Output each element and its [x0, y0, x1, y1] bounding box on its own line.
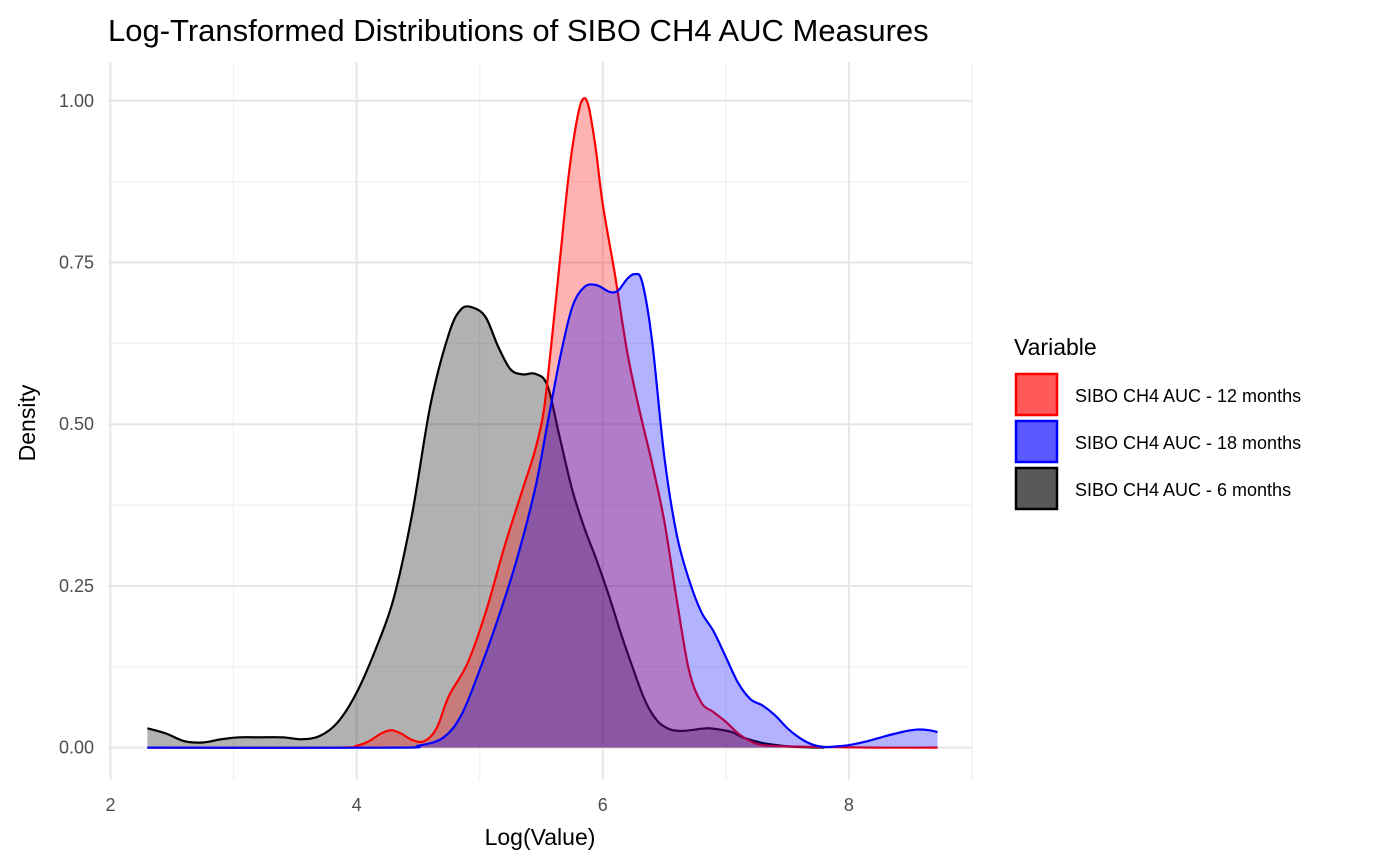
- density-line-sibo-ch4-auc-6-months: [147, 305, 825, 749]
- y-tick-label: 0.50: [59, 414, 94, 434]
- y-tick-label: 1.00: [59, 91, 94, 111]
- y-tick-label: 0.75: [59, 253, 94, 273]
- x-axis-title: Log(Value): [485, 824, 596, 850]
- density-area-sibo-ch4-auc-6-months: [147, 306, 825, 748]
- legend-label-sibo-ch4-auc-12-months: SIBO CH4 AUC - 12 months: [1075, 386, 1301, 406]
- y-tick-label: 0.25: [59, 576, 94, 596]
- x-axis-ticks: 2 4 6 8: [105, 795, 853, 815]
- legend-title: Variable: [1014, 334, 1097, 360]
- y-axis-ticks: 0.00 0.25 0.50 0.75 1.00: [59, 91, 94, 758]
- x-tick-label: 6: [598, 795, 608, 815]
- density-line-sibo-ch4-auc-12-months: [147, 97, 938, 749]
- y-tick-label: 0.00: [59, 738, 94, 758]
- x-tick-label: 2: [105, 795, 115, 815]
- density-area-sibo-ch4-auc-18-months: [147, 273, 938, 748]
- chart-title: Log-Transformed Distributions of SIBO CH…: [108, 13, 929, 48]
- legend-key-sibo-ch4-auc-18-months: [1014, 419, 1059, 464]
- x-tick-label: 4: [352, 795, 362, 815]
- x-tick-label: 8: [844, 795, 854, 815]
- legend-key-sibo-ch4-auc-12-months: [1014, 372, 1059, 417]
- legend-key-sibo-ch4-auc-6-months: [1014, 466, 1059, 511]
- legend-label-sibo-ch4-auc-6-months: SIBO CH4 AUC - 6 months: [1075, 480, 1291, 500]
- y-axis-title: Density: [14, 384, 40, 461]
- density-line-sibo-ch4-auc-18-months: [147, 272, 938, 749]
- legend-items: SIBO CH4 AUC - 12 months SIBO CH4 AUC - 1…: [1014, 372, 1301, 511]
- legend-label-sibo-ch4-auc-18-months: SIBO CH4 AUC - 18 months: [1075, 433, 1301, 453]
- density-areas: [147, 97, 938, 749]
